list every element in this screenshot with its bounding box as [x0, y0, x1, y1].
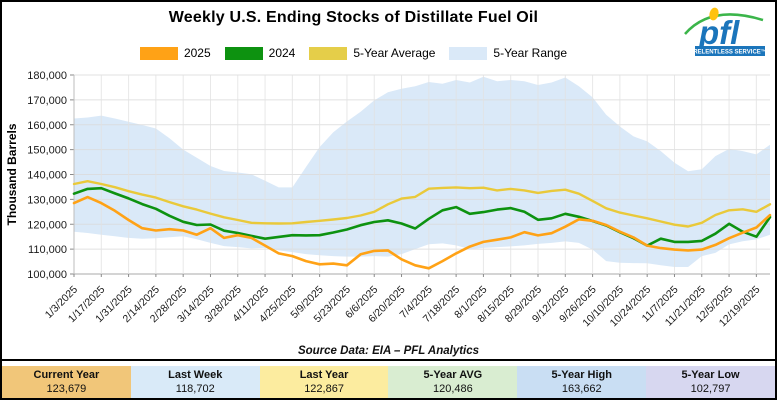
y-axis-tick-label: 180,000: [27, 70, 67, 82]
legend-item-5-year-average: 5-Year Average: [309, 46, 435, 60]
summary-cell-last-week: Last Week 118,702: [130, 366, 260, 398]
chart-legend: 2025 2024 5-Year Average 5-Year Range: [2, 46, 775, 60]
legend-label: 5-Year Range: [493, 46, 568, 60]
series-2025-line: [72, 195, 772, 270]
legend-label: 2024: [268, 46, 296, 60]
legend-item-2025: 2025: [139, 46, 211, 60]
summary-cell-5-year-avg: 5-Year AVG 120,486: [388, 366, 518, 398]
legend-swatch-icon: [139, 46, 178, 60]
pfl-logo: pfl RELENTLESS SERVICE™: [683, 4, 771, 58]
summary-value: 102,797: [690, 383, 731, 395]
summary-label: 5-Year High: [551, 369, 612, 381]
logo-tagline-bar: [695, 46, 765, 56]
series-5-year-average-line: [72, 179, 772, 228]
y-axis-tick-label: 120,000: [27, 219, 67, 231]
summary-value: 118,702: [175, 383, 215, 395]
summary-label: Last Year: [299, 369, 349, 381]
chart-title: Weekly U.S. Ending Stocks of Distillate …: [168, 9, 539, 26]
y-axis-tick-label: 110,000: [28, 244, 67, 256]
summary-cell-current-year: Current Year 123,679: [2, 366, 131, 398]
y-axis-title: Thousand Barrels: [5, 123, 19, 225]
source-note: Source Data: EIA – PFL Analytics: [297, 345, 480, 357]
legend-swatch-icon: [449, 46, 488, 60]
y-axis-tick-label: 100,000: [27, 269, 67, 281]
summary-value: 163,662: [561, 383, 602, 395]
y-axis-tick-label: 170,000: [27, 95, 67, 107]
summary-strip: Current Year 123,679 Last Week 118,702 Last …: [2, 361, 775, 398]
logo-dot-icon: [709, 7, 719, 21]
chart-panel: 100,000 110,000 120,000 130,000 140,000 150,0…: [2, 2, 775, 361]
summary-label: Last Week: [168, 369, 223, 381]
range-area: [74, 76, 770, 267]
summary-value: 122,867: [304, 383, 344, 395]
summary-value: 120,486: [433, 383, 473, 395]
summary-label: 5-Year Low: [681, 369, 740, 381]
legend-swatch-icon: [224, 46, 263, 60]
summary-value: 123,679: [46, 383, 87, 395]
summary-cell-5-year-high: 5-Year High 163,662: [517, 366, 647, 398]
legend-label: 5-Year Average: [353, 46, 436, 60]
y-axis-tick-label: 130,000: [27, 194, 67, 206]
summary-label: 5-Year AVG: [423, 369, 483, 381]
y-axis-tick-label: 160,000: [27, 120, 67, 132]
legend-item-5-year-range: 5-Year Range: [449, 46, 567, 60]
y-axis-tick-label: 150,000: [27, 145, 67, 157]
summary-cell-last-year: Last Year 122,867: [259, 366, 389, 398]
legend-item-2024: 2024: [224, 46, 296, 60]
summary-cell-5-year-low: 5-Year Low 102,797: [646, 366, 775, 398]
y-axis-tick-label: 140,000: [27, 170, 67, 182]
logo-tagline: RELENTLESS SERVICE™: [693, 49, 767, 56]
legend-label: 2025: [183, 46, 211, 60]
chart-plot: 100,000 110,000 120,000 130,000 140,000 150,0…: [5, 70, 772, 329]
legend-swatch-icon: [309, 46, 348, 60]
logo-text: pfl: [698, 14, 740, 51]
series-2024-line: [72, 186, 772, 247]
summary-label: Current Year: [33, 369, 100, 381]
